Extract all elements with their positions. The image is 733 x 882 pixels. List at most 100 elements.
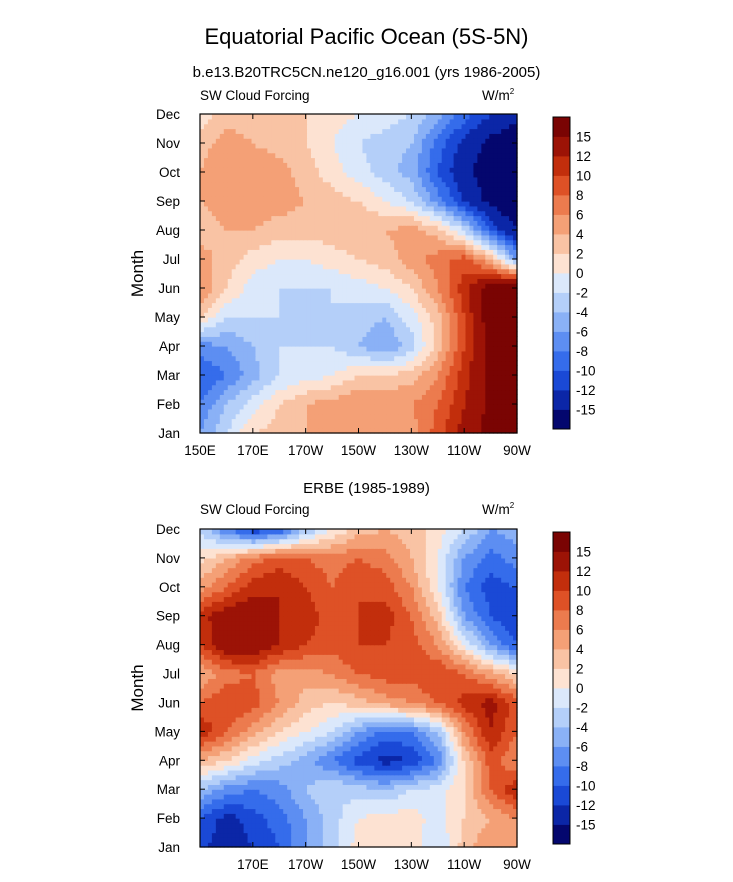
heatmap-cell — [306, 215, 312, 221]
heatmap-cell — [243, 288, 249, 294]
heatmap-cell — [322, 259, 328, 265]
heatmap-cell — [358, 346, 364, 352]
heatmap-cell — [299, 317, 304, 323]
heatmap-cell — [326, 370, 332, 376]
heatmap-cell — [398, 181, 403, 188]
heatmap-cell — [485, 404, 490, 410]
heatmap-cell — [303, 147, 308, 154]
heatmap-cell — [425, 201, 431, 207]
heatmap-cell — [497, 172, 502, 178]
heatmap-cell — [390, 375, 395, 381]
heatmap-cell — [437, 273, 443, 279]
heatmap-cell — [263, 370, 268, 376]
heatmap-cell — [306, 346, 312, 352]
heatmap-cell — [497, 244, 502, 250]
heatmap-cell — [433, 205, 439, 212]
heatmap-cell — [326, 152, 332, 159]
heatmap-cell — [497, 220, 502, 226]
heatmap-cell — [239, 288, 245, 294]
heatmap-cell — [283, 326, 288, 333]
heatmap-cell — [299, 138, 304, 144]
heatmap-cell — [314, 365, 320, 371]
heatmap-cell — [417, 157, 423, 163]
heatmap-cell — [505, 307, 510, 313]
heatmap-cell — [445, 428, 451, 434]
heatmap-cell — [211, 336, 217, 342]
heatmap-cell — [200, 273, 205, 279]
heatmap-cell — [382, 254, 387, 260]
heatmap-cell — [287, 321, 292, 328]
heatmap-cell — [346, 157, 352, 163]
heatmap-cell — [275, 162, 280, 168]
heatmap-cell — [299, 350, 304, 357]
heatmap-cell — [346, 133, 352, 139]
heatmap-cell — [469, 375, 475, 381]
heatmap-cell — [370, 162, 375, 168]
heatmap-cell — [299, 355, 304, 362]
heatmap-cell — [279, 408, 284, 415]
heatmap-cell — [247, 370, 253, 376]
heatmap-cell — [465, 225, 471, 231]
heatmap-cell — [287, 210, 292, 217]
heatmap-cell — [374, 307, 379, 313]
heatmap-cell — [473, 302, 478, 308]
heatmap-cell — [429, 408, 435, 415]
heatmap-cell — [295, 326, 300, 333]
heatmap-cell — [299, 370, 304, 376]
heatmap-cell — [449, 404, 455, 410]
heatmap-cell — [310, 210, 316, 217]
heatmap-cell — [469, 428, 475, 434]
heatmap-cell — [255, 263, 261, 270]
heatmap-cell — [358, 302, 364, 308]
heatmap-cell — [203, 201, 209, 207]
heatmap-cell — [501, 336, 506, 342]
heatmap-cell — [386, 167, 391, 173]
heatmap-cell — [203, 143, 209, 149]
heatmap-cell — [342, 399, 348, 405]
heatmap-cell — [382, 186, 387, 192]
heatmap-cell — [417, 186, 423, 192]
heatmap-cell — [239, 399, 245, 405]
heatmap-cell — [247, 259, 253, 265]
heatmap-cell — [326, 273, 332, 279]
heatmap-cell — [362, 428, 368, 434]
heatmap-cell — [235, 172, 241, 178]
heatmap-cell — [239, 307, 245, 313]
heatmap-cell — [366, 404, 371, 410]
heatmap-cell — [291, 239, 296, 246]
heatmap-cell — [410, 278, 415, 284]
heatmap-cell — [203, 220, 209, 226]
heatmap-cell — [453, 302, 459, 308]
heatmap-cell — [497, 302, 502, 308]
heatmap-cell — [251, 196, 257, 202]
heatmap-cell — [207, 408, 213, 415]
heatmap-cell — [211, 423, 217, 429]
heatmap-cell — [457, 172, 463, 178]
heatmap-cell — [501, 365, 506, 371]
heatmap-cell — [247, 408, 253, 415]
heatmap-cell — [322, 239, 328, 246]
heatmap-cell — [303, 288, 308, 294]
heatmap-cell — [350, 138, 356, 144]
heatmap-cell — [386, 186, 391, 192]
heatmap-cell — [231, 302, 237, 308]
heatmap-cell — [473, 157, 478, 163]
heatmap-cell — [477, 254, 482, 260]
heatmap-cell — [437, 336, 443, 342]
heatmap-cell — [497, 341, 502, 347]
heatmap-cell — [346, 399, 352, 405]
heatmap-cell — [243, 331, 249, 337]
heatmap-cell — [513, 215, 518, 221]
heatmap-cell — [259, 312, 264, 318]
heatmap-cell — [429, 176, 435, 183]
heatmap-cell — [449, 191, 455, 197]
heatmap-cell — [295, 384, 300, 391]
heatmap-cell — [386, 133, 391, 139]
heatmap-cell — [287, 288, 292, 294]
heatmap-cell — [513, 138, 518, 144]
heatmap-cell — [477, 283, 482, 289]
heatmap-cell — [310, 205, 316, 212]
heatmap-cell — [453, 278, 459, 284]
heatmap-cell — [219, 413, 225, 420]
heatmap-cell — [429, 360, 435, 366]
